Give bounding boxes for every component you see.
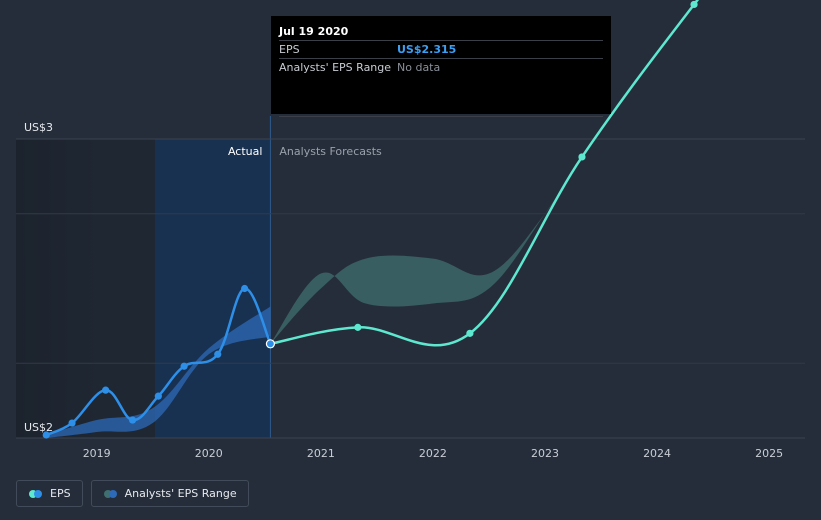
x-tick-label: 2025 bbox=[755, 447, 783, 460]
legend-eps-button[interactable]: EPS bbox=[16, 480, 83, 507]
tooltip-eps-label: EPS bbox=[279, 43, 300, 56]
forecast-region-label: Analysts Forecasts bbox=[279, 145, 382, 158]
legend-range-button[interactable]: Analysts' EPS Range bbox=[90, 480, 249, 507]
x-tick-label: 2021 bbox=[307, 447, 335, 460]
range-band-forecast bbox=[270, 156, 582, 344]
tooltip-spacer bbox=[279, 76, 603, 117]
eps-legend-icon bbox=[29, 489, 43, 498]
eps-point bbox=[578, 153, 586, 161]
x-tick-label: 2024 bbox=[643, 447, 671, 460]
tooltip-date: Jul 19 2020 bbox=[279, 25, 349, 38]
x-tick-label: 2020 bbox=[195, 447, 223, 460]
range-band-actual bbox=[46, 306, 271, 438]
eps-point bbox=[214, 350, 222, 358]
y-tick-label: US$3 bbox=[24, 121, 53, 134]
tooltip: Jul 19 2020 EPS US$2.315 Analysts' EPS R… bbox=[271, 16, 611, 117]
eps-point bbox=[68, 419, 76, 427]
eps-point bbox=[154, 392, 162, 400]
x-tick-label: 2023 bbox=[531, 447, 559, 460]
eps-point bbox=[265, 339, 276, 349]
legend: EPS Analysts' EPS Range bbox=[16, 480, 249, 507]
eps-point bbox=[241, 284, 249, 293]
eps-point bbox=[690, 0, 698, 9]
tooltip-eps-value: US$2.315 bbox=[397, 43, 457, 56]
eps-point bbox=[102, 386, 110, 394]
legend-eps-label: EPS bbox=[50, 487, 71, 500]
legend-range-label: Analysts' EPS Range bbox=[124, 487, 237, 500]
eps-point bbox=[128, 416, 137, 424]
eps-point bbox=[354, 323, 362, 331]
x-tick-label: 2022 bbox=[419, 447, 447, 460]
eps-point bbox=[42, 431, 50, 439]
eps-point bbox=[180, 362, 188, 370]
tooltip-range-value: No data bbox=[397, 61, 441, 74]
eps-point bbox=[466, 329, 474, 337]
past-shade bbox=[16, 139, 155, 438]
actual-region-label: Actual bbox=[228, 145, 262, 158]
y-tick-label: US$2 bbox=[24, 421, 53, 434]
tooltip-row-range: Analysts' EPS Range No data bbox=[279, 58, 603, 76]
range-legend-icon bbox=[103, 489, 118, 498]
x-tick-label: 2019 bbox=[83, 447, 111, 460]
tooltip-range-label: Analysts' EPS Range bbox=[279, 61, 392, 74]
tooltip-row-eps: EPS US$2.315 bbox=[279, 40, 603, 58]
